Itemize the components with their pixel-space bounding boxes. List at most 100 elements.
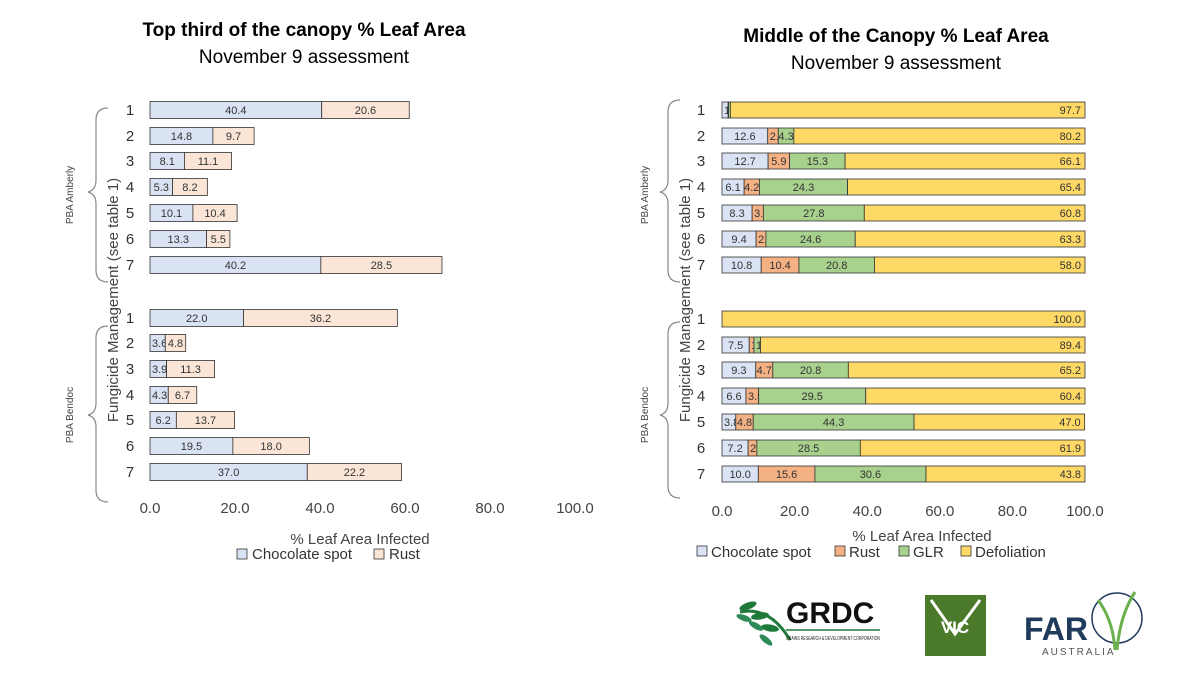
left-x-tick-label: 100.0 <box>556 500 594 517</box>
left-category-label: 2 <box>126 335 134 352</box>
right-chart: Middle of the Canopy % Leaf Area Novembe… <box>640 26 1104 561</box>
right-data-label-glr: 20.8 <box>800 365 821 377</box>
left-category-label: 5 <box>126 205 134 222</box>
right-bar-defoliation <box>760 336 1086 354</box>
left-data-label-chocolate-spot: 14.8 <box>171 131 192 143</box>
left-bar-rust <box>320 256 443 274</box>
left-data-label-chocolate-spot: 13.3 <box>168 234 189 246</box>
right-data-label-defoliation: 65.4 <box>1060 182 1081 194</box>
right-data-label-glr: 4.3 <box>778 131 793 143</box>
right-data-label-chocolate-spot: 6.6 <box>726 391 741 403</box>
right-data-label-chocolate-spot: 9.4 <box>731 234 746 246</box>
right-data-label-glr: 24.3 <box>793 182 814 194</box>
left-bracket-amberly <box>87 107 109 283</box>
far-sub: AUSTRALIA <box>1042 647 1116 658</box>
grdc-wordmark: GRDC <box>786 597 874 630</box>
right-data-label-defoliation: 58.0 <box>1060 260 1081 272</box>
left-x-tick-label: 40.0 <box>305 500 334 517</box>
left-data-label-chocolate-spot: 40.2 <box>225 260 246 272</box>
legend-swatch-rust <box>834 545 846 557</box>
right-category-label: 2 <box>697 337 705 354</box>
far-wordmark: FAR <box>1024 611 1088 647</box>
right-data-label-chocolate-spot: 8.3 <box>729 208 744 220</box>
right-data-label-defoliation: 65.2 <box>1060 365 1081 377</box>
right-data-label-glr: 44.3 <box>823 417 844 429</box>
left-x-tick-label: 60.0 <box>390 500 419 517</box>
right-data-label-chocolate-spot: 12.7 <box>734 156 755 168</box>
left-bracket-bendoc <box>87 325 109 503</box>
right-data-label-chocolate-spot: 7.2 <box>727 443 742 455</box>
right-data-label-defoliation: 60.4 <box>1060 391 1081 403</box>
left-category-label: 3 <box>126 361 134 378</box>
right-data-label-defoliation: 61.9 <box>1060 443 1081 455</box>
far-logo: FAR AUSTRALIA <box>1024 591 1143 658</box>
right-data-label-chocolate-spot: 9.3 <box>731 365 746 377</box>
right-x-tick-label: 20.0 <box>780 503 809 520</box>
right-bar-defoliation <box>865 387 1086 405</box>
left-chart-title: Top third of the canopy % Leaf Area <box>142 20 465 41</box>
left-data-label-chocolate-spot: 19.5 <box>181 441 202 453</box>
left-data-label-rust: 11.3 <box>180 364 201 376</box>
legend-label-chocolate-spot: Chocolate spot <box>252 546 353 563</box>
right-bar-defoliation <box>874 256 1086 274</box>
right-bracket-amberly <box>659 99 681 283</box>
right-data-label-rust: 4.8 <box>737 417 752 429</box>
right-category-label: 7 <box>697 466 705 483</box>
left-category-label: 1 <box>126 102 134 119</box>
left-data-label-rust: 10.4 <box>204 208 225 220</box>
right-category-label: 6 <box>697 231 705 248</box>
right-data-label-defoliation: 60.8 <box>1060 208 1081 220</box>
right-bar-defoliation <box>721 310 1086 328</box>
left-data-label-chocolate-spot: 4.3 <box>152 390 167 402</box>
grdc-logo: GRDC GRAINS RESEARCH & DEVELOPMENT CORPO… <box>736 597 880 646</box>
left-category-label: 1 <box>126 310 134 327</box>
legend-swatch-rust <box>373 548 385 560</box>
legend-swatch-chocolate-spot <box>236 548 248 560</box>
right-bar-defoliation <box>729 101 1086 119</box>
right-data-label-defoliation: 63.3 <box>1060 234 1081 246</box>
right-bar-defoliation <box>925 465 1086 483</box>
left-data-label-rust: 18.0 <box>260 441 281 453</box>
left-data-label-rust: 9.7 <box>226 131 241 143</box>
right-data-label-glr: 15.3 <box>807 156 828 168</box>
left-group-label-bendoc: PBA Bendoc <box>65 387 76 443</box>
left-data-label-rust: 8.2 <box>182 182 197 194</box>
right-x-tick-label: 60.0 <box>925 503 954 520</box>
right-data-label-rust: 5.9 <box>771 156 786 168</box>
right-data-label-rust: 4.2 <box>744 182 759 194</box>
left-category-label: 5 <box>126 412 134 429</box>
right-data-label-glr: 29.5 <box>801 391 822 403</box>
left-data-label-rust: 5.5 <box>211 234 226 246</box>
left-data-label-chocolate-spot: 6.2 <box>156 415 171 427</box>
right-bar-defoliation <box>913 413 1086 431</box>
right-data-label-rust: 4.7 <box>757 365 772 377</box>
right-category-label: 3 <box>697 362 705 379</box>
left-data-label-chocolate-spot: 10.1 <box>161 208 182 220</box>
right-data-label-glr: 30.6 <box>860 469 881 481</box>
right-x-tick-label: 80.0 <box>998 503 1027 520</box>
left-bar-rust <box>232 437 310 455</box>
leaf-icon <box>1096 599 1117 651</box>
left-y-axis-label: Fungicide Management (see table 1) <box>105 178 122 422</box>
left-x-axis-label: % Leaf Area Infected <box>290 531 429 548</box>
wheat-icon <box>736 601 792 646</box>
left-x-tick-label: 20.0 <box>220 500 249 517</box>
right-legend: Chocolate spot Rust GLR Defoliation <box>696 544 1046 561</box>
left-x-tick-label: 80.0 <box>475 500 504 517</box>
left-data-label-rust: 11.1 <box>198 156 219 168</box>
left-bar-rust <box>306 463 402 481</box>
right-x-tick-label: 100.0 <box>1066 503 1104 520</box>
left-data-label-chocolate-spot: 22.0 <box>186 313 207 325</box>
left-category-label: 4 <box>126 179 134 196</box>
legend-swatch-defoliation <box>960 545 972 557</box>
left-chart-subtitle: November 9 assessment <box>199 47 410 68</box>
left-bar-rust <box>164 334 187 352</box>
right-category-label: 4 <box>697 179 705 196</box>
right-data-label-defoliation: 97.7 <box>1060 105 1081 117</box>
right-group-label-bendoc: PBA Bendoc <box>640 387 651 443</box>
right-category-label: 5 <box>697 205 705 222</box>
left-data-label-chocolate-spot: 8.1 <box>160 156 175 168</box>
left-data-label-chocolate-spot: 5.3 <box>154 182 169 194</box>
left-bar-rust <box>166 360 215 378</box>
